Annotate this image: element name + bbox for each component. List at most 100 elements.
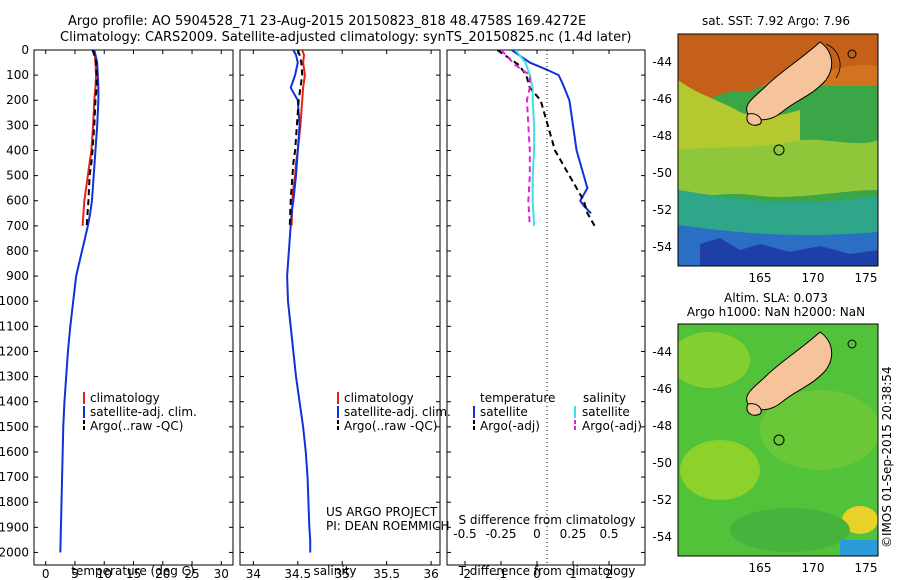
y-tick-label: 0 — [21, 43, 29, 57]
legend-satellite: satellite-adj. clim. — [90, 405, 197, 419]
sla-map-subtitle: Argo h1000: NaN h2000: NaN — [687, 305, 865, 319]
y-tick-label: 1600 — [0, 445, 29, 459]
s-tick-label: 0 — [533, 527, 541, 541]
map-x-tick-label: 175 — [855, 561, 878, 575]
map-x-tick-label: 165 — [749, 561, 772, 575]
x-tick-label: 0 — [533, 567, 541, 580]
title-line-2: Climatology: CARS2009. Satellite-adjuste… — [60, 30, 632, 45]
s-tick-label: 0.5 — [599, 527, 618, 541]
series-line-temperature-satellite — [511, 50, 592, 214]
legend-salinity-satellite: satellite — [582, 405, 630, 419]
difference-axes — [446, 49, 646, 566]
map-x-tick-label: 170 — [802, 561, 825, 575]
salinity-legend: climatology satellite-adj. clim. Argo(..… — [337, 391, 451, 433]
x-tick-label: 5 — [71, 567, 79, 580]
legend-salinity-argo: Argo(-adj) — [582, 419, 642, 433]
salinity-xlabel: salinity — [313, 564, 356, 578]
y-tick-label: 1700 — [0, 470, 29, 484]
legend-satellite: satellite-adj. clim. — [344, 405, 451, 419]
legend-climatology: climatology — [90, 391, 160, 405]
map-y-tick-label: -44 — [652, 345, 672, 359]
x-tick-label: 15 — [126, 567, 141, 580]
legend-temperature-argo: Argo(-adj) — [480, 419, 540, 433]
s-tick-label: -0.25 — [485, 527, 516, 541]
series-line-satellite-adj-clim — [286, 50, 312, 553]
x-tick-label: 35 — [335, 567, 350, 580]
legend-argo: Argo(..raw -QC) — [344, 419, 437, 433]
y-tick-label: 600 — [6, 194, 29, 208]
legend-climatology: climatology — [344, 391, 414, 405]
y-tick-label: 1800 — [0, 495, 29, 509]
x-tick-label: 25 — [184, 567, 199, 580]
temperature-legend: climatology satellite-adj. clim. Argo(..… — [83, 391, 197, 433]
map-y-tick-label: -50 — [652, 456, 672, 470]
map-x-tick-label: 165 — [749, 271, 772, 285]
map-y-tick-label: -48 — [652, 419, 672, 433]
x-tick-label: 36 — [423, 567, 438, 580]
y-tick-label: 200 — [6, 93, 29, 107]
x-tick-label: 35.5 — [373, 567, 400, 580]
map-y-tick-label: -50 — [652, 166, 672, 180]
sst-map — [678, 34, 878, 266]
series-line-argo-raw-qc — [85, 50, 98, 226]
series-line-salinity-satellite — [514, 50, 536, 226]
y-tick-label: 1200 — [0, 344, 29, 358]
map-y-tick-label: -48 — [652, 129, 672, 143]
map-y-tick-label: -46 — [652, 92, 672, 106]
map-y-tick-label: -52 — [652, 203, 672, 217]
map-y-tick-label: -52 — [652, 493, 672, 507]
y-tick-label: 1300 — [0, 370, 29, 384]
sst-map-title: sat. SST: 7.92 Argo: 7.96 — [702, 14, 850, 28]
sst-map-frame — [677, 33, 879, 267]
y-tick-label: 1500 — [0, 420, 29, 434]
series-line-argo-raw-qc — [288, 50, 304, 226]
difference-legend: temperature salinity satellite Argo(-adj… — [473, 391, 642, 433]
map-y-tick-label: -54 — [652, 240, 672, 254]
temperature-xlabel: temperature (deg C) — [71, 564, 194, 578]
series-line-salinity-argo-adj — [500, 50, 531, 226]
y-tick-label: 500 — [6, 169, 29, 183]
sla-map-frame — [677, 323, 879, 557]
x-tick-label: -2 — [459, 567, 471, 580]
s-tick-label: 0.25 — [560, 527, 587, 541]
y-tick-label: 1000 — [0, 294, 29, 308]
temperature-axes — [33, 49, 234, 566]
project-credit: US ARGO PROJECT — [326, 505, 438, 519]
x-tick-label: 2 — [605, 567, 613, 580]
timestamp-watermark: ©IMOS 01-Sep-2015 20:38:54 — [880, 366, 894, 548]
y-tick-label: 800 — [6, 244, 29, 258]
legend-temperature-satellite: satellite — [480, 405, 528, 419]
map-y-tick-label: -54 — [652, 530, 672, 544]
legend-header-temperature: temperature — [480, 391, 555, 405]
y-tick-label: 1100 — [0, 319, 29, 333]
y-tick-label: 2000 — [0, 545, 29, 559]
x-tick-label: 34.5 — [284, 567, 311, 580]
sla-map-title: Altim. SLA: 0.073 — [724, 291, 828, 305]
y-tick-label: 700 — [6, 219, 29, 233]
pi-credit: PI: DEAN ROEMMICH — [326, 519, 449, 533]
s-tick-label: -0.5 — [453, 527, 476, 541]
x-tick-label: -1 — [495, 567, 507, 580]
x-tick-label: 10 — [97, 567, 112, 580]
series-line-satellite-adj-clim — [59, 50, 100, 553]
salinity-axes — [239, 49, 441, 566]
y-tick-label: 1900 — [0, 520, 29, 534]
map-x-tick-label: 170 — [802, 271, 825, 285]
map-y-tick-label: -46 — [652, 382, 672, 396]
map-y-tick-label: -44 — [652, 55, 672, 69]
x-tick-label: 0 — [42, 567, 50, 580]
map-x-tick-label: 175 — [855, 271, 878, 285]
sla-map — [678, 324, 878, 556]
y-tick-label: 400 — [6, 143, 29, 157]
difference-xlabel-top: S difference from climatology — [459, 513, 636, 527]
x-tick-label: 1 — [569, 567, 577, 580]
legend-header-salinity: salinity — [583, 391, 626, 405]
legend-argo: Argo(..raw -QC) — [90, 419, 183, 433]
y-tick-label: 900 — [6, 269, 29, 283]
title-line-1: Argo profile: AO 5904528_71 23-Aug-2015 … — [68, 14, 587, 29]
y-tick-label: 300 — [6, 118, 29, 132]
difference-xlabel: T difference from climatology — [458, 564, 636, 578]
x-tick-label: 20 — [155, 567, 170, 580]
x-tick-label: 30 — [214, 567, 229, 580]
